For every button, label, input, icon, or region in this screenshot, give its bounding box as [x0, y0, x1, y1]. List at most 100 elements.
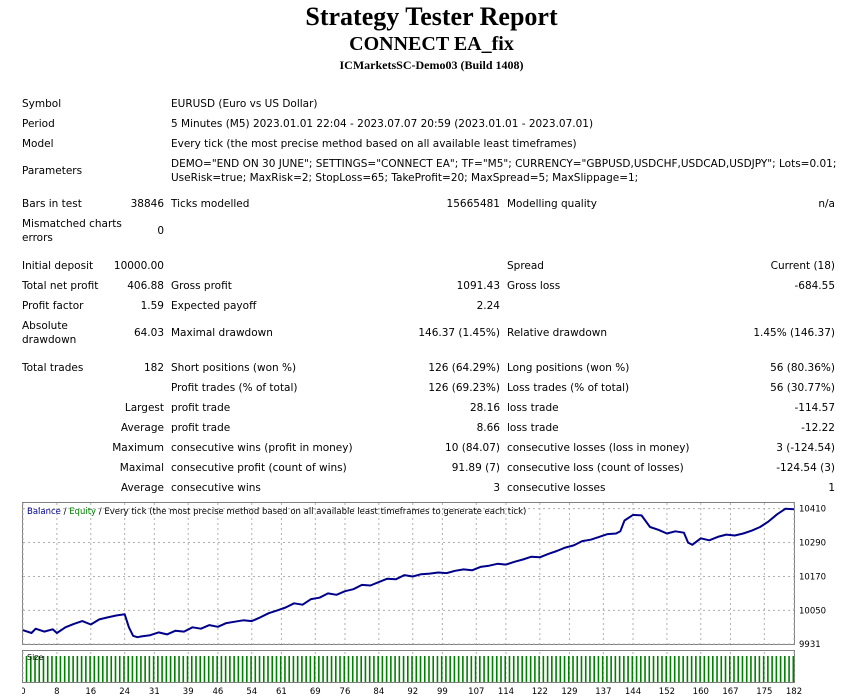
x-tick-label: 114 — [498, 687, 514, 697]
net-profit-label: Total net profit — [22, 280, 99, 292]
loss-trades-label: Loss trades (% of total) — [507, 382, 630, 394]
size-bar — [767, 656, 769, 682]
y-axis: 10410 10290 10170 10050 9931 — [799, 505, 826, 650]
legend-note: / Every tick (the most precise method ba… — [96, 507, 526, 517]
size-bar — [390, 656, 392, 682]
absolute-drawdown-value: 64.03 — [133, 327, 164, 339]
size-bar — [635, 656, 638, 682]
size-bar — [754, 656, 756, 682]
size-bar — [436, 656, 439, 682]
size-bar — [203, 656, 206, 682]
size-bar — [284, 656, 286, 682]
size-bar — [29, 656, 32, 682]
x-tick-label: 8 — [54, 687, 59, 697]
size-bar — [745, 656, 748, 682]
size-bar — [716, 656, 718, 682]
y-tick-label: 10410 — [799, 505, 826, 515]
size-bar — [161, 656, 163, 682]
size-bar — [500, 656, 502, 682]
size-bar — [131, 656, 134, 682]
size-bar — [661, 656, 663, 682]
initial-deposit-value: 10000.00 — [113, 260, 164, 272]
gross-loss-value: -684.55 — [794, 280, 835, 292]
size-bar — [682, 656, 684, 682]
x-axis: 0 8 16 24 31 39 46 54 61 69 76 84 92 99 107 114 122 129 13… — [22, 687, 802, 697]
size-bar — [279, 656, 282, 682]
size-bar — [148, 656, 151, 682]
size-bar — [174, 656, 176, 682]
size-bar — [508, 656, 511, 682]
average-consecutive-losses-value: 1 — [828, 482, 835, 494]
size-bar — [538, 656, 540, 682]
size-bar — [377, 656, 379, 682]
size-bar — [186, 656, 189, 682]
x-tick-label: 175 — [756, 687, 772, 697]
x-tick-label: 84 — [373, 687, 384, 697]
y-tick-label: 10170 — [799, 572, 826, 582]
x-tick-label: 99 — [437, 687, 448, 697]
bars-value: 38846 — [130, 198, 164, 210]
quality-label: Modelling quality — [507, 198, 597, 210]
size-bar — [758, 656, 761, 682]
size-bar — [466, 656, 468, 682]
size-bar — [542, 656, 545, 682]
size-bar — [118, 656, 121, 682]
x-tick-label: 160 — [693, 687, 709, 697]
size-bar — [407, 656, 409, 682]
report-title: Strategy Tester Report — [305, 2, 558, 31]
largest-profit-trade-value: 28.16 — [469, 402, 500, 414]
size-bars — [25, 656, 795, 682]
profit-factor-label: Profit factor — [22, 300, 84, 312]
x-tick-label: 61 — [276, 687, 287, 697]
size-bar — [127, 656, 130, 682]
x-tick-label: 167 — [722, 687, 738, 697]
size-bar — [97, 656, 100, 682]
loss-trades-value: 56 (30.77%) — [770, 382, 835, 394]
size-bar — [51, 656, 53, 682]
size-bar — [601, 656, 604, 682]
short-positions-value: 126 (64.29%) — [428, 362, 500, 374]
size-bar — [85, 656, 87, 682]
size-bar — [301, 656, 303, 682]
size-bar — [220, 656, 223, 682]
size-bar — [678, 656, 680, 682]
maximum-label: Maximum — [112, 442, 164, 454]
size-bar — [525, 656, 528, 682]
size-bar — [144, 656, 146, 682]
size-bar — [140, 656, 142, 682]
size-bar — [157, 656, 159, 682]
size-bar — [445, 656, 447, 682]
x-tick-label: 122 — [532, 687, 548, 697]
size-bar — [589, 656, 591, 682]
size-bar — [720, 656, 723, 682]
size-bar — [775, 656, 778, 682]
spread-value: Current (18) — [770, 260, 835, 272]
size-bar — [237, 656, 240, 682]
mismatch-label-2: errors — [22, 232, 53, 244]
size-bar — [546, 656, 549, 682]
size-bar — [114, 656, 117, 682]
size-bar — [216, 656, 218, 682]
size-bar — [368, 656, 371, 682]
size-bar — [491, 656, 494, 682]
average-profit-trade-value: 8.66 — [476, 422, 500, 434]
spread-label: Spread — [507, 260, 544, 272]
size-bar — [576, 656, 579, 682]
size-bar — [93, 656, 96, 682]
x-tick-label: 24 — [119, 687, 130, 697]
initial-deposit-label: Initial deposit — [22, 260, 94, 272]
y-tick-label: 9931 — [799, 640, 821, 650]
size-bar — [330, 656, 333, 682]
size-bar — [250, 656, 252, 682]
balance-line — [22, 507, 795, 639]
size-bar — [356, 656, 358, 682]
size-bar — [169, 656, 172, 682]
size-bar — [618, 656, 621, 682]
absolute-drawdown-label-1: Absolute — [22, 320, 68, 332]
consecutive-wins-money-value: 10 (84.07) — [445, 442, 500, 454]
size-bar — [703, 656, 706, 682]
size-bar — [101, 656, 104, 682]
size-bar — [212, 656, 214, 682]
mismatch-value: 0 — [157, 225, 164, 237]
size-bar — [271, 656, 274, 682]
